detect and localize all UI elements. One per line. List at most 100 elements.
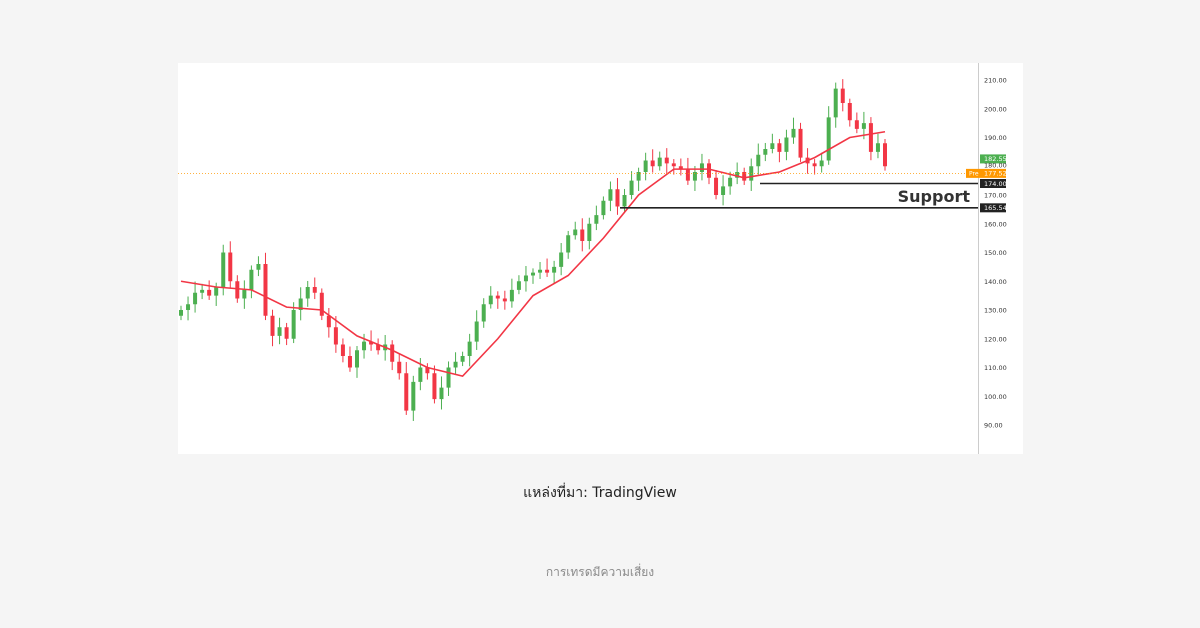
candle-body — [636, 172, 641, 181]
candle-body — [200, 289, 205, 293]
y-tick-label: 210.00 — [984, 77, 1007, 85]
candle-body — [193, 292, 198, 305]
candle-body — [798, 128, 803, 158]
candle-body — [186, 304, 191, 310]
y-tick-label: 200.00 — [984, 105, 1007, 113]
candle-body — [699, 163, 704, 172]
candle-body — [516, 281, 521, 290]
support-annotation: Support — [898, 187, 971, 206]
candle-body — [559, 252, 564, 267]
candle-body — [228, 252, 233, 282]
candle-body — [587, 223, 592, 241]
candle-body — [566, 235, 571, 253]
candle-body — [270, 315, 275, 336]
tick-label-180: 180.00 — [984, 162, 1007, 170]
y-tick-label: 130.00 — [984, 307, 1007, 315]
y-tick-label: 150.00 — [984, 249, 1007, 257]
candle-body — [615, 189, 620, 207]
candle-body — [326, 315, 331, 328]
moving-average-line — [180, 130, 886, 378]
support-upper-label: 174.00 — [984, 180, 1007, 188]
candle-body — [833, 88, 838, 118]
candle-body — [369, 341, 374, 345]
risk-disclaimer: การเทรดมีความเสี่ยง — [545, 565, 655, 579]
candle-body — [242, 289, 247, 299]
price-axis: 210.00 200.00 190.00 170.00 160.00 150.00 140.… — [984, 77, 1007, 430]
candle-body — [221, 252, 226, 287]
candle-body — [657, 157, 662, 167]
candle-body — [179, 310, 183, 316]
candle-body — [256, 264, 261, 270]
candle-body — [594, 215, 599, 224]
candle-body — [523, 275, 528, 282]
pre-label: Pre — [969, 171, 979, 178]
candle-body — [376, 344, 381, 351]
candle-body — [397, 361, 402, 374]
support-lower-label: 165.54 — [984, 204, 1007, 212]
candle-body — [573, 229, 578, 236]
candle-body — [509, 289, 514, 302]
y-tick-label: 90.00 — [984, 422, 1003, 430]
candle-body — [495, 295, 500, 299]
candle-body — [319, 292, 324, 316]
candle-body — [629, 180, 634, 195]
candle-body — [425, 367, 430, 374]
candle-body — [643, 160, 648, 172]
candle-body — [284, 327, 289, 339]
y-tick-label: 110.00 — [984, 364, 1007, 372]
candle-body — [601, 200, 606, 216]
candle-body — [298, 298, 303, 310]
y-tick-label: 170.00 — [984, 192, 1007, 200]
candle-body — [502, 298, 507, 302]
candle-body — [707, 163, 711, 178]
candle-body — [770, 143, 775, 149]
y-tick-label: 140.00 — [984, 278, 1007, 286]
candle-body — [432, 373, 437, 400]
candle-body — [545, 269, 550, 273]
candle-body — [481, 304, 486, 322]
candle-body — [847, 103, 852, 121]
chart-svg: Support 210.00 200.00 190.00 170.00 160.00 15… — [178, 63, 1007, 454]
candle-body — [347, 356, 352, 368]
candle-body — [439, 387, 444, 400]
candle-body — [214, 287, 219, 296]
candle-body — [312, 287, 317, 293]
candle-body — [791, 128, 796, 138]
candle-body — [277, 327, 282, 336]
y-tick-label: 190.00 — [984, 134, 1007, 142]
candle-body — [333, 327, 338, 345]
candle-body — [735, 172, 740, 178]
candle-body — [819, 160, 824, 167]
candle-body — [692, 172, 697, 181]
candle-body — [467, 341, 472, 356]
candle-body — [305, 287, 310, 299]
candle-body — [411, 381, 416, 411]
source-caption: แหล่งที่มา: TradingView — [523, 485, 677, 501]
candle-body — [263, 264, 268, 316]
candle-body — [763, 149, 768, 155]
candle-body — [488, 295, 493, 305]
candle-body — [552, 266, 557, 273]
candle-body — [460, 356, 465, 362]
candle-body — [714, 177, 719, 195]
candle-body — [812, 163, 817, 167]
candle-body — [291, 310, 296, 339]
candle-body — [826, 117, 831, 161]
candle-body — [453, 361, 458, 368]
candle-body — [721, 186, 726, 195]
candle-body — [608, 189, 613, 201]
candle-body — [875, 143, 880, 152]
candle-body — [538, 269, 543, 273]
candle-body — [883, 143, 887, 167]
candle-body — [418, 367, 423, 382]
candle-body — [840, 88, 845, 103]
candle-body — [355, 350, 359, 368]
candle-body — [580, 229, 585, 241]
y-tick-label: 120.00 — [984, 335, 1007, 343]
candle-body — [728, 177, 733, 187]
candles-layer — [179, 79, 887, 421]
candle-body — [207, 289, 212, 296]
candle-body — [861, 123, 866, 129]
candle-body — [390, 344, 395, 362]
candle-body — [249, 269, 254, 290]
